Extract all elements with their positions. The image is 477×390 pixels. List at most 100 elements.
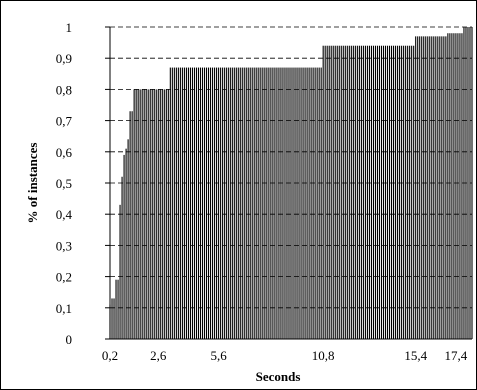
bar [264,67,266,339]
bar [334,45,336,339]
bar [368,45,370,339]
bar [336,45,338,339]
bar [348,45,350,339]
bar [246,67,248,339]
bar [284,67,286,339]
bar [179,67,181,339]
bar [185,67,187,339]
bar [151,89,153,340]
bar [312,67,314,339]
bar [314,67,316,339]
bar [155,89,157,340]
x-tick-label: 10,8 [312,348,335,363]
bar [278,67,280,339]
bar [115,279,117,339]
bar [366,45,368,339]
bar [145,89,147,340]
bar [232,67,234,339]
bar [471,27,473,339]
bar [236,67,238,339]
bar [111,298,113,339]
bar [304,67,306,339]
bar [358,45,360,339]
bar [380,45,383,339]
bar [364,45,366,339]
bar [391,45,393,339]
bar [121,176,123,339]
bar [125,148,127,339]
bar [372,45,375,339]
bar [453,33,455,340]
bar [350,45,352,339]
bar [224,67,226,339]
bar [272,67,274,339]
bar [433,36,435,340]
bar [386,45,389,339]
bar [298,67,300,339]
bar [286,67,288,339]
bar [260,67,262,339]
bar [129,111,131,340]
bar [214,67,216,339]
y-tick-labels: 0 0,1 0,2 0,3 0,4 0,5 0,6 0,7 0,8 0,9 1 [56,20,73,347]
bar [397,45,399,339]
bar [459,33,461,340]
bar [117,279,119,339]
bar [308,67,310,339]
bar [218,67,220,339]
y-tick-label: 0,7 [56,114,73,129]
bar [419,36,421,340]
bar [403,45,405,339]
bar [250,67,252,339]
y-tick-label: 0,9 [56,51,72,66]
bar [354,45,356,339]
bar [429,36,431,340]
bar [135,89,137,340]
bar [306,67,308,339]
bar [161,89,163,340]
bar [133,89,135,340]
bar [413,45,415,339]
x-tick-label: 15,4 [404,348,427,363]
bar [324,45,326,339]
bar [465,27,467,339]
bar [230,67,232,339]
y-tick-label: 0,6 [56,145,73,160]
bar [205,67,208,339]
bar [280,67,282,339]
bar [300,67,302,339]
bar [139,89,141,340]
bar [447,33,449,340]
bar [226,67,228,339]
bar [318,67,320,339]
bar [374,45,377,339]
bar [127,139,129,339]
bar [455,33,457,340]
bar [288,67,290,339]
bar [332,45,334,339]
bar [362,45,364,339]
x-tick-labels: 0,2 2,6 5,6 10,8 15,4 17,4 [102,348,468,363]
bar [322,45,324,339]
bar [222,67,224,339]
bar [356,45,358,339]
bar [292,67,294,339]
bar [141,89,143,340]
bar [451,33,453,340]
bar [445,36,447,340]
bar [378,45,381,339]
y-tick-label: 0,4 [56,207,73,222]
bar [326,45,328,339]
bar [258,67,260,339]
y-tick-label: 0,1 [56,301,72,316]
bar [137,89,139,340]
bar [344,45,346,339]
bar [441,36,443,340]
bar [296,67,298,339]
bar [175,67,177,339]
bar [228,67,230,339]
bar [169,67,171,339]
bar [187,67,189,339]
bar [407,45,409,339]
bar [417,36,419,340]
